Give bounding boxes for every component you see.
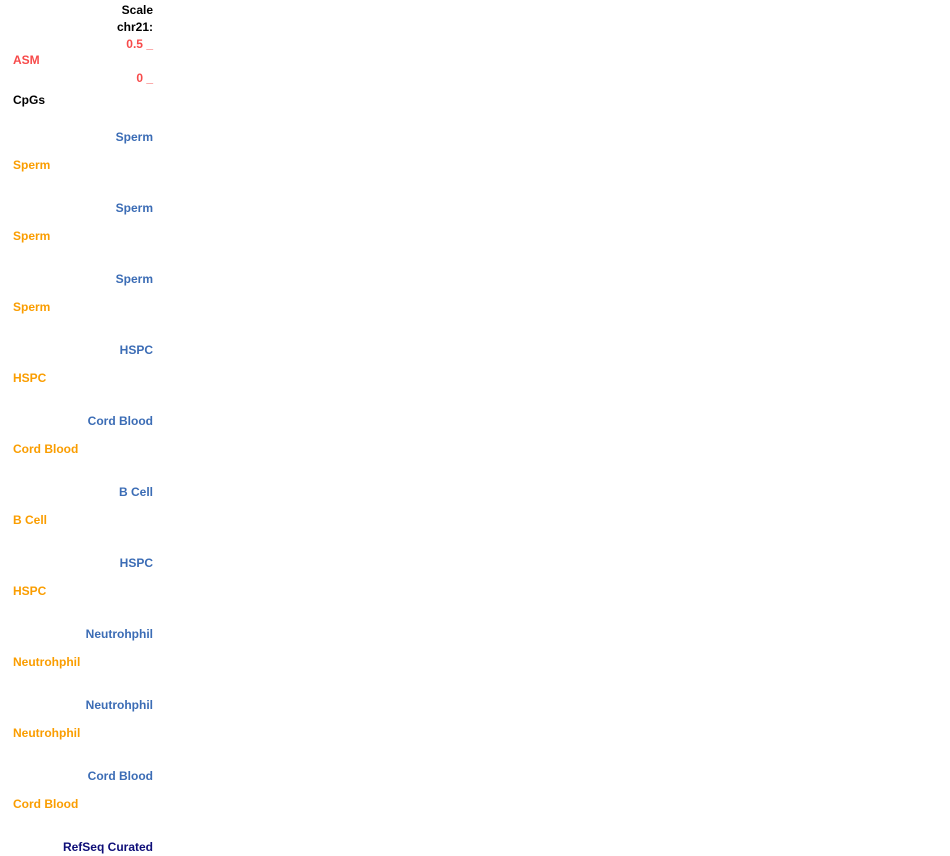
track-left-label: B Cell <box>13 513 48 527</box>
refseq-curated-track-label: RefSeq Curated <box>62 840 153 854</box>
scale-track-label: Scale <box>121 3 153 17</box>
track-left-label: HSPC <box>13 371 47 385</box>
track-center-label: HSPC <box>119 556 153 570</box>
asm-axis-min-label: 0 _ <box>136 71 153 85</box>
track-left-label: Sperm <box>13 158 51 172</box>
track-center-label: B Cell <box>118 485 153 499</box>
track-left-label: Sperm <box>13 300 51 314</box>
track-center-label: HSPC <box>119 343 153 357</box>
asm-track-label: ASM <box>13 53 40 67</box>
cpgs-track-label: CpGs <box>13 93 46 107</box>
track-center-label: Cord Blood <box>87 769 153 783</box>
track-left-label: HSPC <box>13 584 47 598</box>
track-left-label: Sperm <box>13 229 51 243</box>
track-center-label: Sperm <box>115 201 153 215</box>
chromosome-position-label: chr21: <box>116 20 153 34</box>
track-left-label: Neutrohphil <box>13 726 81 740</box>
track-center-label: Sperm <box>115 130 153 144</box>
track-center-label: Cord Blood <box>87 414 153 428</box>
track-center-label: Neutrohphil <box>85 627 153 641</box>
asm-axis-max-label: 0.5 _ <box>126 37 153 51</box>
track-left-label: Cord Blood <box>13 797 79 811</box>
track-center-label: Sperm <box>115 272 153 286</box>
track-center-label: Neutrohphil <box>85 698 153 712</box>
track-left-label: Cord Blood <box>13 442 79 456</box>
track-left-label: Neutrohphil <box>13 655 81 669</box>
